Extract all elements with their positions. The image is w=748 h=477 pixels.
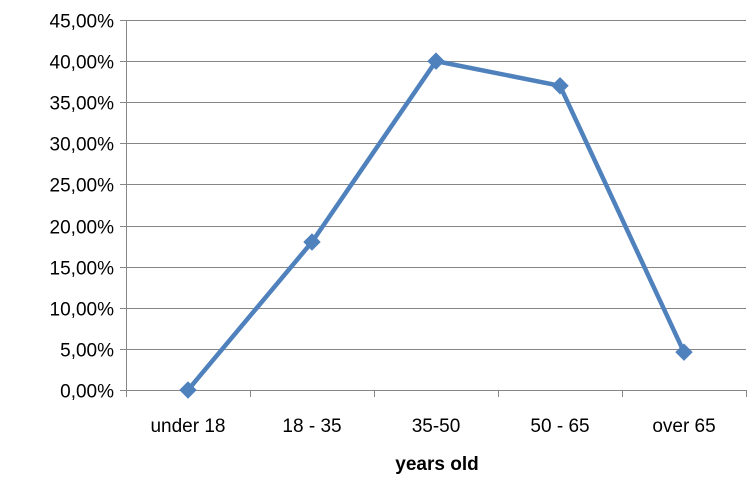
x-axis-title: years old: [395, 454, 478, 475]
data-point-marker: [427, 52, 445, 70]
y-tick-label: 20,00%: [50, 218, 115, 239]
y-tick-label: 25,00%: [50, 176, 115, 197]
axes: [120, 20, 747, 397]
y-tick-label: 0,00%: [60, 382, 114, 403]
x-axis-tick-labels: under 18 18 - 35 35-50 50 - 65 over 65: [150, 416, 715, 437]
series-line: [185, 58, 687, 393]
y-tick-label: 40,00%: [50, 53, 115, 74]
data-point-marker: [551, 77, 569, 95]
data-point-marker: [303, 233, 321, 251]
y-tick-label: 30,00%: [50, 135, 115, 156]
x-tick-label: 35-50: [412, 416, 461, 437]
y-tick-label: 10,00%: [50, 300, 115, 321]
data-point-marker: [675, 343, 693, 361]
y-tick-label: 5,00%: [60, 341, 114, 362]
x-tick-label: 50 - 65: [530, 416, 589, 437]
data-point-marker: [179, 381, 197, 399]
y-tick-label: 15,00%: [50, 259, 115, 280]
x-tick-label: 18 - 35: [282, 416, 341, 437]
y-axis-tick-labels: 0,00% 5,00% 10,00% 15,00% 20,00% 25,00% 30,00%…: [50, 12, 115, 403]
y-tick-label: 45,00%: [50, 12, 115, 33]
gridlines: [126, 20, 746, 350]
data-series: [179, 52, 693, 399]
x-tick-label: over 65: [652, 416, 715, 437]
y-tick-label: 35,00%: [50, 94, 115, 115]
x-tick-label: under 18: [150, 416, 225, 437]
